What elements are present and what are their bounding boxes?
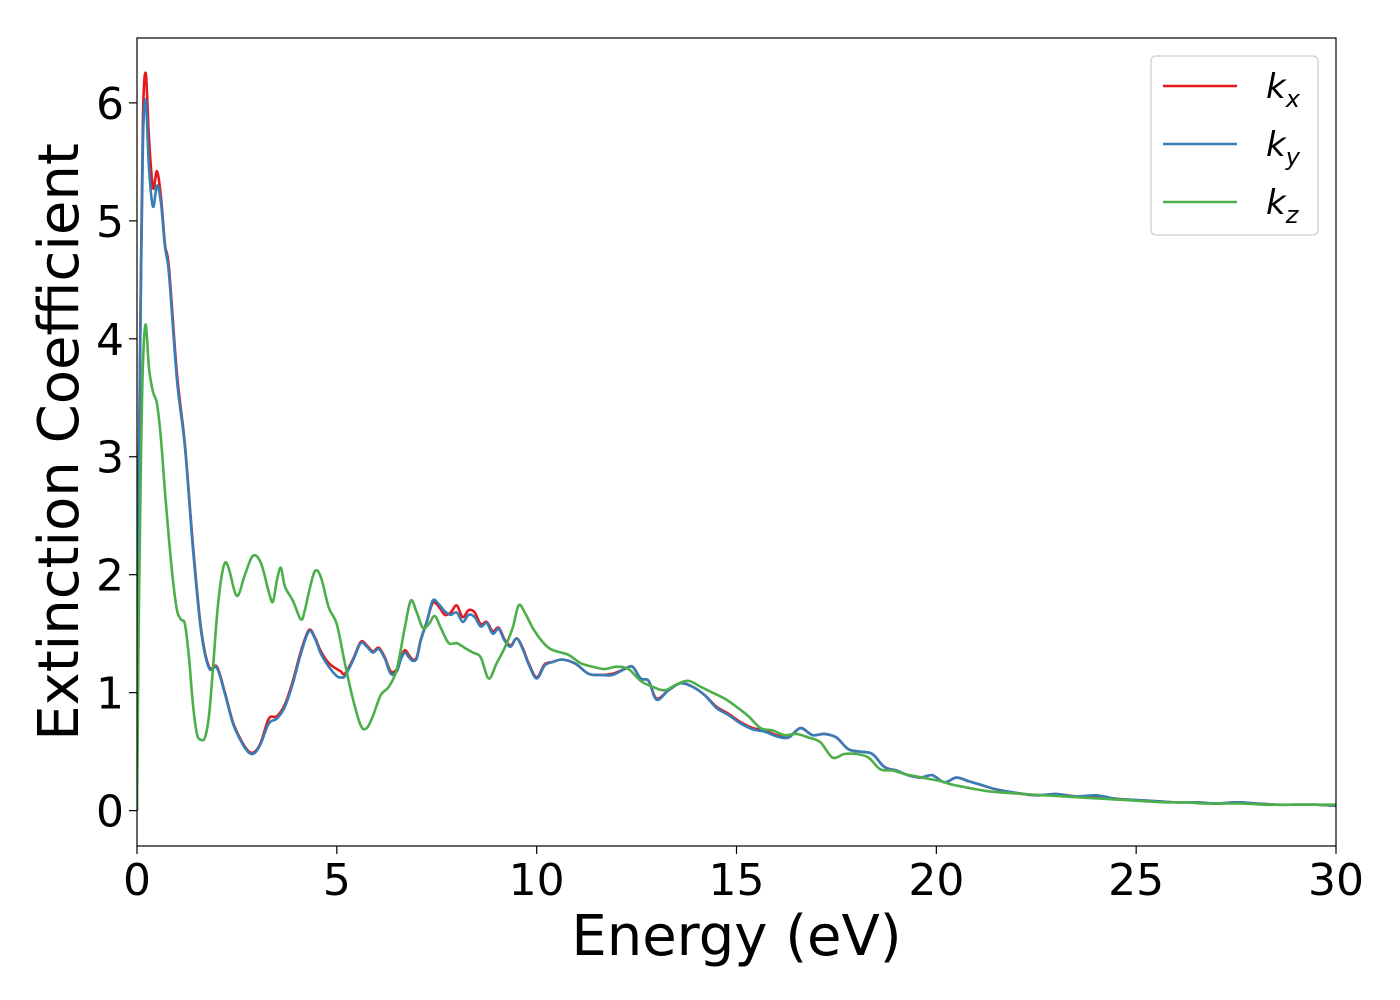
legend-label-main: k (1266, 67, 1287, 107)
legend-label: ky (1266, 125, 1301, 171)
x-tick-label: 10 (509, 855, 565, 906)
legend-label-subscript: z (1285, 201, 1300, 229)
y-axis-title: Extinction Coefficient (27, 143, 92, 741)
y-tick-label: 3 (96, 433, 124, 484)
y-tick-label: 4 (96, 315, 124, 366)
legend-label-main: k (1266, 125, 1287, 165)
x-tick-label: 30 (1308, 855, 1364, 906)
x-axis: 0 5 10 15 20 25 30 (123, 846, 1364, 906)
x-tick-label: 15 (709, 855, 765, 906)
legend-label-subscript: x (1285, 85, 1301, 113)
y-tick-label: 6 (96, 79, 124, 130)
legend-label: kz (1266, 183, 1300, 229)
legend-label: kx (1266, 67, 1301, 113)
legend-label-main: k (1266, 183, 1287, 223)
y-tick-label: 0 (96, 787, 124, 838)
legend-box (1150, 55, 1319, 236)
y-tick-label: 1 (96, 669, 124, 720)
legend-label-subscript: y (1285, 143, 1301, 171)
x-tick-label: 5 (323, 855, 351, 906)
x-tick-label: 25 (1108, 855, 1164, 906)
y-tick-label: 2 (96, 551, 124, 602)
y-tick-label: 5 (96, 197, 124, 248)
y-axis: 0 1 2 3 4 5 6 (96, 79, 137, 838)
series-layer (137, 71, 1336, 811)
series-line-kz (137, 323, 1336, 811)
x-tick-label: 20 (908, 855, 964, 906)
x-axis-title: Energy (eV) (571, 904, 901, 969)
x-tick-label: 0 (123, 855, 151, 906)
